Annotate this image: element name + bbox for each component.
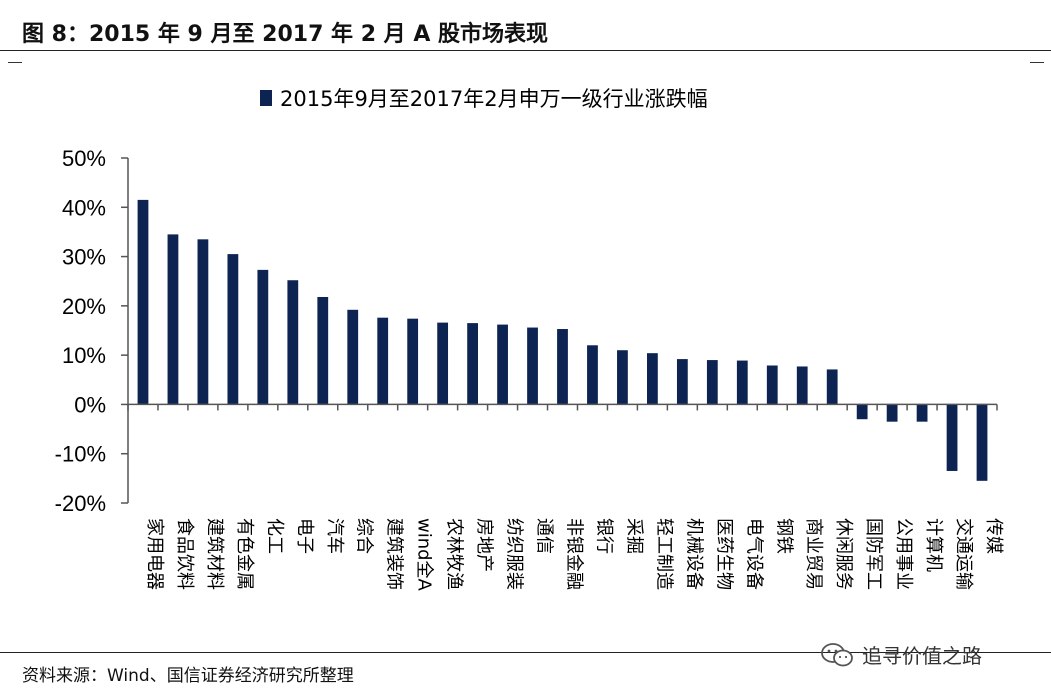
source-note: 资料来源：Wind、国信证券经济研究所整理 xyxy=(22,666,354,686)
bar xyxy=(557,329,568,405)
category-label: 电子 xyxy=(294,518,315,554)
bar-chart: 2015年9月至2017年2月申万一级行业涨跌幅 -20% -10% 0% 10% 20… xyxy=(55,87,1004,592)
category-label: 轻工制造 xyxy=(653,518,674,590)
bar xyxy=(826,369,838,405)
bar xyxy=(467,323,478,405)
legend-swatch xyxy=(260,90,272,106)
bar xyxy=(736,360,748,405)
figure-title: 图 8：2015 年 9 月至 2017 年 2 月 A 股市场表现 xyxy=(22,22,549,47)
category-label: 机械设备 xyxy=(683,518,704,590)
y-tick-label: 20% xyxy=(62,294,106,319)
top-rule xyxy=(0,50,1051,51)
bar xyxy=(617,350,628,405)
bar xyxy=(976,404,988,481)
category-label: 汽车 xyxy=(324,518,345,554)
category-label: 电气设备 xyxy=(743,518,764,590)
bar xyxy=(676,359,688,405)
y-tick-label: 30% xyxy=(62,245,106,270)
bar xyxy=(497,324,508,405)
bar xyxy=(916,404,928,422)
category-label: 休闲服务 xyxy=(833,518,854,590)
bar xyxy=(377,317,389,405)
bar xyxy=(137,199,149,405)
y-tick-label: -10% xyxy=(55,442,106,467)
y-tick-label: 10% xyxy=(62,343,106,368)
category-label: 采掘 xyxy=(623,518,644,554)
category-label: 交通运输 xyxy=(953,518,974,590)
bar xyxy=(796,366,808,405)
category-label: 银行 xyxy=(593,518,614,554)
bar xyxy=(527,327,538,405)
bars xyxy=(137,199,988,481)
bar xyxy=(766,365,778,405)
bar xyxy=(437,322,449,405)
bar xyxy=(287,280,299,405)
bar xyxy=(946,404,958,471)
y-tick-label: -20% xyxy=(55,491,106,516)
category-label: 房地产 xyxy=(474,518,495,572)
bar xyxy=(706,360,718,405)
watermark: 追寻价值之路 xyxy=(820,640,982,669)
y-tick-label: 50% xyxy=(62,146,106,171)
category-label: 综合 xyxy=(354,518,375,554)
category-label: 非银金融 xyxy=(564,518,585,590)
category-label: 化工 xyxy=(264,518,285,554)
category-label: 建筑装饰 xyxy=(384,518,405,590)
y-axis: -20% -10% 0% 10% 20% 30% 40% 50% xyxy=(55,146,129,516)
category-label: 国防军工 xyxy=(863,518,884,590)
category-label: 医药生物 xyxy=(713,518,734,590)
category-label: wind全A xyxy=(414,518,435,592)
bar xyxy=(197,239,209,405)
x-axis xyxy=(127,403,998,411)
category-label: 钢铁 xyxy=(773,518,794,554)
y-tick-label: 40% xyxy=(62,195,106,220)
category-label: 纺织服装 xyxy=(504,518,525,590)
bar xyxy=(317,296,329,405)
bar xyxy=(347,309,359,405)
bar xyxy=(647,353,658,405)
bar xyxy=(257,269,269,405)
category-label: 公用事业 xyxy=(893,518,914,590)
category-labels: 家用电器 食品饮料 建筑材料 有色金属 化工 电子 汽车 综合 建筑装饰 wind全A 农林牧渔 房地… xyxy=(144,518,1004,592)
category-label: 计算机 xyxy=(923,518,944,572)
category-label: 传媒 xyxy=(983,518,1004,554)
category-label: 农林牧渔 xyxy=(444,518,465,590)
category-label: 有色金属 xyxy=(234,518,255,590)
category-label: 食品饮料 xyxy=(174,518,195,590)
bar xyxy=(167,234,179,405)
watermark-text: 追寻价值之路 xyxy=(862,644,982,668)
category-label: 建筑材料 xyxy=(204,518,225,590)
legend: 2015年9月至2017年2月申万一级行业涨跌幅 xyxy=(260,87,708,111)
wechat-icon xyxy=(821,642,853,666)
top-right-tick xyxy=(1030,62,1044,63)
legend-label: 2015年9月至2017年2月申万一级行业涨跌幅 xyxy=(280,87,708,111)
bar xyxy=(407,318,419,405)
category-label: 家用电器 xyxy=(144,518,165,590)
y-tick-label: 0% xyxy=(74,392,106,417)
bar xyxy=(587,345,598,405)
bar xyxy=(227,254,239,405)
category-label: 商业贸易 xyxy=(803,518,824,590)
top-left-tick xyxy=(8,62,22,63)
bar xyxy=(886,404,898,422)
category-label: 通信 xyxy=(534,518,555,554)
bar xyxy=(856,404,868,420)
bottom-rule xyxy=(0,652,1051,653)
